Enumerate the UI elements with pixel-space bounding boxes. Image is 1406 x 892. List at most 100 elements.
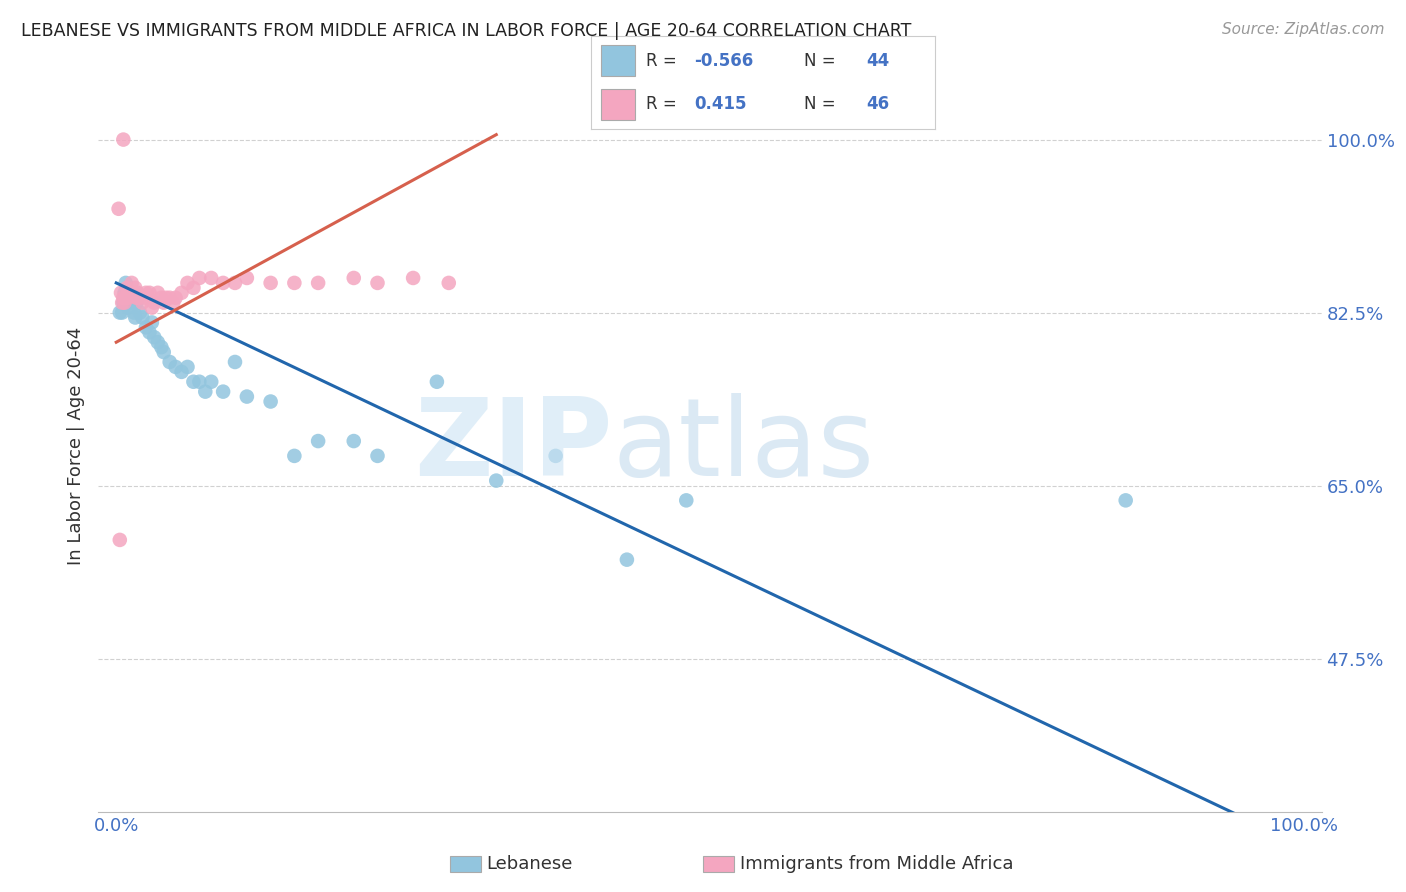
- Point: [135, 285, 157, 300]
- Point: [343, 271, 366, 285]
- Point: [200, 375, 222, 389]
- Point: [114, 291, 136, 305]
- Point: [426, 375, 449, 389]
- Point: [143, 295, 166, 310]
- Point: [616, 552, 638, 566]
- Point: [112, 295, 135, 310]
- Point: [124, 310, 146, 325]
- Point: [200, 271, 222, 285]
- Point: [188, 375, 211, 389]
- Point: [127, 285, 149, 300]
- Point: [127, 291, 149, 305]
- Text: 46: 46: [866, 95, 889, 113]
- Point: [675, 493, 697, 508]
- Point: [111, 295, 134, 310]
- Point: [224, 355, 246, 369]
- Point: [112, 291, 135, 305]
- Point: [125, 295, 148, 310]
- Text: Immigrants from Middle Africa: Immigrants from Middle Africa: [740, 855, 1014, 873]
- Point: [307, 276, 329, 290]
- Text: atlas: atlas: [612, 393, 875, 499]
- Point: [143, 330, 166, 344]
- Point: [108, 305, 131, 319]
- Point: [131, 295, 153, 310]
- Point: [152, 345, 174, 359]
- Point: [112, 132, 135, 146]
- Point: [366, 449, 388, 463]
- Point: [122, 285, 145, 300]
- Point: [146, 285, 169, 300]
- Point: [212, 276, 235, 290]
- Point: [165, 359, 187, 374]
- Point: [129, 291, 152, 305]
- Point: [194, 384, 217, 399]
- Point: [236, 271, 259, 285]
- Point: [114, 295, 136, 310]
- Point: [120, 295, 142, 310]
- Text: N =: N =: [804, 95, 841, 113]
- Point: [135, 320, 157, 334]
- Point: [111, 305, 134, 319]
- Point: [155, 291, 177, 305]
- Point: [120, 285, 142, 300]
- Text: LEBANESE VS IMMIGRANTS FROM MIDDLE AFRICA IN LABOR FORCE | AGE 20-64 CORRELATION: LEBANESE VS IMMIGRANTS FROM MIDDLE AFRIC…: [21, 22, 911, 40]
- Point: [125, 291, 148, 305]
- Point: [366, 276, 388, 290]
- Point: [162, 295, 184, 310]
- Point: [307, 434, 329, 448]
- Point: [141, 315, 163, 329]
- Point: [129, 305, 152, 319]
- Point: [135, 291, 157, 305]
- Point: [117, 291, 139, 305]
- Text: R =: R =: [645, 52, 682, 70]
- Point: [283, 449, 305, 463]
- Point: [121, 291, 143, 305]
- Point: [150, 340, 173, 354]
- Point: [283, 276, 305, 290]
- Text: 44: 44: [866, 52, 890, 70]
- Point: [159, 355, 181, 369]
- Point: [110, 285, 132, 300]
- Point: [176, 276, 198, 290]
- Point: [259, 394, 281, 409]
- Text: R =: R =: [645, 95, 688, 113]
- Point: [127, 291, 149, 305]
- Point: [437, 276, 460, 290]
- Point: [165, 291, 187, 305]
- Text: ZIP: ZIP: [413, 393, 612, 499]
- Point: [131, 310, 153, 325]
- Point: [108, 533, 131, 547]
- Point: [1115, 493, 1137, 508]
- Text: N =: N =: [804, 52, 841, 70]
- Text: Source: ZipAtlas.com: Source: ZipAtlas.com: [1222, 22, 1385, 37]
- Point: [146, 335, 169, 350]
- Point: [138, 285, 160, 300]
- Point: [224, 276, 246, 290]
- Point: [138, 326, 160, 340]
- Point: [544, 449, 567, 463]
- Point: [183, 281, 205, 295]
- Point: [124, 281, 146, 295]
- Point: [236, 390, 259, 404]
- Point: [170, 285, 193, 300]
- Point: [114, 285, 136, 300]
- Point: [117, 301, 139, 315]
- Point: [259, 276, 281, 290]
- Point: [485, 474, 508, 488]
- Point: [114, 276, 136, 290]
- Text: Lebanese: Lebanese: [486, 855, 572, 873]
- Point: [176, 359, 198, 374]
- Point: [159, 291, 181, 305]
- Point: [107, 202, 129, 216]
- Point: [212, 384, 235, 399]
- Point: [141, 301, 163, 315]
- Text: -0.566: -0.566: [695, 52, 754, 70]
- Text: 0.415: 0.415: [695, 95, 747, 113]
- Point: [150, 291, 173, 305]
- Point: [183, 375, 205, 389]
- Point: [402, 271, 425, 285]
- Y-axis label: In Labor Force | Age 20-64: In Labor Force | Age 20-64: [66, 326, 84, 566]
- Point: [343, 434, 366, 448]
- Bar: [600, 89, 636, 120]
- Point: [115, 291, 138, 305]
